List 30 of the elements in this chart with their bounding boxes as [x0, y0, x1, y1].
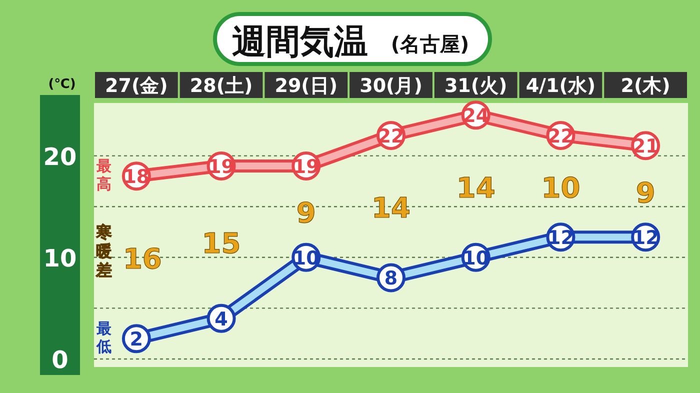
x-tick-label: 2(木)	[620, 75, 670, 97]
series-label: 最低	[96, 320, 112, 356]
chart-title: 週間気温	[232, 22, 368, 62]
annotation: 16	[122, 242, 162, 276]
x-tick-label: 28(土)	[190, 75, 253, 97]
data-label: 19	[208, 156, 235, 178]
y-tick-label: 20	[43, 142, 77, 171]
x-tick-label: 31(火)	[444, 75, 508, 97]
annotation: 14	[372, 192, 410, 225]
x-tick-label: 4/1(水)	[526, 75, 596, 97]
annotation: 9	[636, 176, 656, 210]
annotation: 寒暖差	[95, 222, 112, 280]
x-tick-label: 27(金)	[105, 75, 168, 97]
data-label: 4	[214, 308, 228, 330]
annotation: 10	[541, 171, 580, 204]
data-label: 10	[462, 247, 490, 270]
chart-subtitle: (名古屋)	[390, 32, 470, 56]
annotation: 9	[296, 196, 316, 230]
data-label: 18	[123, 166, 150, 188]
y-axis-title: (℃)	[48, 77, 76, 92]
annotation: 15	[202, 227, 241, 260]
data-label: 2	[130, 328, 144, 351]
y-tick-label: 0	[52, 346, 68, 374]
y-tick-label: 10	[43, 244, 77, 272]
data-label: 12	[632, 227, 659, 250]
data-label: 8	[384, 268, 398, 290]
x-tick-label: 30(月)	[360, 75, 422, 97]
series-label: 最高	[96, 157, 112, 194]
x-tick-label: 29(日)	[274, 75, 338, 97]
annotation: 14	[456, 171, 496, 204]
